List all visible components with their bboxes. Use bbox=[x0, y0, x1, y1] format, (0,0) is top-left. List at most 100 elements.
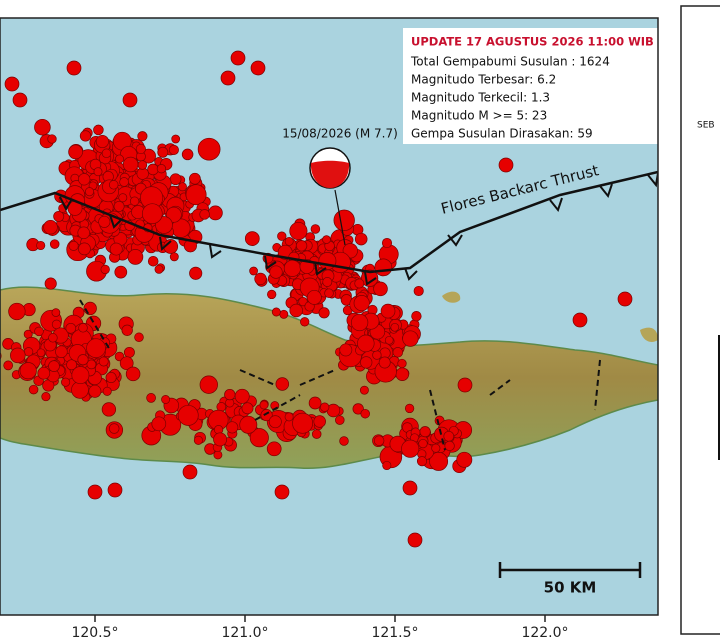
info-line: Magnitudo M >= 5: 23 bbox=[411, 109, 547, 123]
aftershock-dot bbox=[114, 265, 128, 279]
aftershock-dot bbox=[239, 415, 258, 434]
aftershock-dot bbox=[55, 345, 68, 358]
aftershock-dot bbox=[34, 326, 44, 337]
aftershock-dot bbox=[87, 484, 103, 500]
aftershock-dot bbox=[220, 70, 236, 86]
aftershock-dot bbox=[44, 277, 57, 290]
aftershock-dot bbox=[51, 319, 62, 330]
aftershock-dot bbox=[213, 432, 228, 447]
aftershock-dot bbox=[443, 430, 455, 442]
aftershock-dot bbox=[181, 148, 194, 161]
aftershock-dot bbox=[313, 415, 326, 428]
scale-bar-label: 50 KM bbox=[544, 579, 597, 597]
aftershock-dot bbox=[122, 156, 139, 173]
aftershock-dot bbox=[617, 291, 633, 307]
aftershock-dot bbox=[93, 124, 104, 136]
info-title: UPDATE 17 AGUSTUS 2026 11:00 WIB bbox=[411, 35, 654, 49]
aftershock-dot bbox=[98, 356, 109, 367]
aftershock-dot bbox=[169, 252, 179, 262]
aftershock-dot bbox=[78, 173, 91, 186]
aftershock-dot bbox=[65, 322, 77, 334]
aftershock-dot bbox=[47, 134, 57, 144]
aftershock-dot bbox=[234, 388, 250, 404]
aftershock-dot bbox=[413, 285, 424, 297]
aftershock-dot bbox=[411, 311, 422, 322]
aftershock-dot bbox=[147, 255, 159, 267]
aftershock-dot bbox=[322, 235, 331, 244]
aftershock-dot bbox=[66, 60, 82, 76]
aftershock-dot bbox=[51, 308, 61, 317]
aftershock-dot bbox=[360, 408, 370, 419]
aftershock-dot bbox=[384, 335, 394, 345]
aftershock-dot bbox=[241, 402, 254, 415]
aftershock-dot bbox=[66, 359, 78, 371]
side-panel bbox=[680, 5, 720, 635]
aftershock-dot bbox=[267, 289, 277, 300]
aftershock-dot bbox=[311, 429, 322, 439]
info-line: Total Gempabumi Susulan : 1624 bbox=[410, 55, 610, 69]
aftershock-dot bbox=[360, 356, 373, 369]
aftershock-dot bbox=[244, 231, 260, 246]
aftershock-dot bbox=[404, 403, 415, 414]
aftershock-dot bbox=[444, 440, 455, 452]
aftershock-dot bbox=[374, 258, 393, 277]
aftershock-dot bbox=[84, 187, 95, 197]
aftershock-dot bbox=[77, 354, 89, 366]
aftershock-dot bbox=[178, 182, 187, 192]
aftershock-dot bbox=[36, 240, 46, 251]
aftershock-dot bbox=[119, 356, 134, 371]
aftershock-dot bbox=[324, 288, 334, 298]
aftershock-dot bbox=[77, 226, 90, 240]
aftershock-dot bbox=[320, 402, 330, 412]
aftershock-dot bbox=[401, 439, 420, 458]
aftershock-dot bbox=[43, 219, 58, 235]
aftershock-dot bbox=[48, 333, 58, 343]
aftershock-dot bbox=[353, 295, 370, 312]
aftershock-dot bbox=[419, 426, 431, 438]
aftershock-dot bbox=[249, 266, 258, 276]
aftershock-dot bbox=[260, 409, 273, 422]
aftershock-dot bbox=[357, 334, 375, 353]
aftershock-dot bbox=[12, 92, 28, 108]
aftershock-dot bbox=[418, 438, 428, 449]
aftershock-dot bbox=[123, 346, 135, 358]
mainshock-label: 15/08/2026 (M 7.7) bbox=[282, 127, 398, 141]
aftershock-dot bbox=[431, 443, 441, 453]
aftershock-dot bbox=[390, 322, 400, 332]
aftershock-dot bbox=[93, 167, 103, 177]
aftershock-dot bbox=[283, 259, 301, 277]
aftershock-dot bbox=[37, 366, 51, 380]
side-panel-text: SEB bbox=[697, 121, 715, 131]
aftershock-dot bbox=[381, 237, 393, 249]
aftershock-dot bbox=[101, 148, 112, 159]
aftershock-dot bbox=[68, 240, 79, 251]
aftershock-dot bbox=[269, 265, 283, 279]
aftershock-dot bbox=[380, 303, 396, 319]
aftershock-dot bbox=[61, 377, 71, 387]
aftershock-dot bbox=[300, 317, 310, 327]
aftershock-dot bbox=[3, 360, 14, 371]
aftershock-dot bbox=[259, 400, 269, 410]
aftershock-dot bbox=[254, 272, 267, 286]
aftershock-dot bbox=[86, 338, 106, 359]
aftershock-dot bbox=[373, 281, 388, 297]
aftershock-dot bbox=[98, 215, 111, 228]
aftershock-dot bbox=[457, 377, 473, 393]
aftershock-dot bbox=[268, 415, 282, 429]
aftershock-dot bbox=[354, 232, 368, 246]
aftershock-dot bbox=[134, 332, 144, 343]
aftershock-dot bbox=[250, 60, 266, 76]
aftershock-dot bbox=[108, 180, 119, 190]
aftershock-dot bbox=[189, 266, 203, 280]
aftershock-dot bbox=[147, 163, 159, 176]
aftershock-dot bbox=[382, 460, 392, 471]
aftershock-dot bbox=[498, 157, 514, 173]
aftershock-dot bbox=[53, 210, 65, 222]
aftershock-dot bbox=[113, 200, 125, 212]
aftershock-dot bbox=[289, 221, 308, 241]
aftershock-dot bbox=[185, 184, 207, 206]
aftershock-dot bbox=[224, 388, 236, 401]
aftershock-dot bbox=[199, 375, 218, 394]
longitude-label: 121.0° bbox=[221, 625, 268, 640]
